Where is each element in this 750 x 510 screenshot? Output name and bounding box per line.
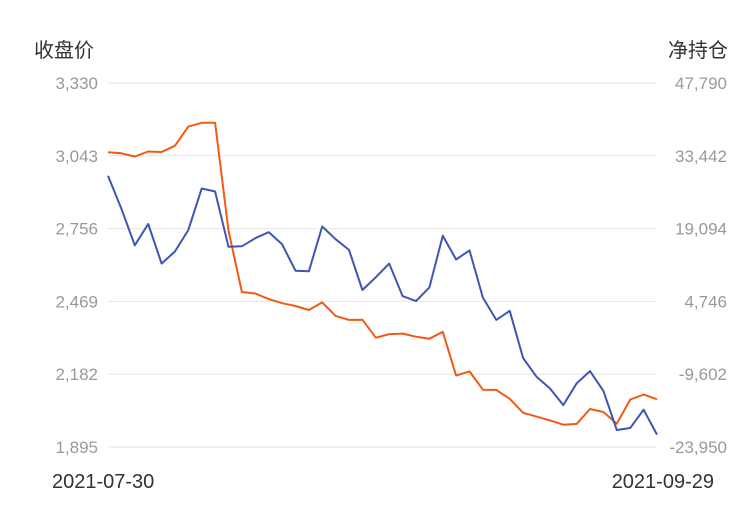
- left-tick-label: 2,469: [55, 292, 98, 311]
- right-tick-label: -9,602: [679, 365, 727, 384]
- left-tick-label: 1,895: [55, 438, 98, 457]
- left-tick-label: 2,756: [55, 220, 98, 239]
- grid-lines: [108, 82, 657, 448]
- series-line-right-axis: [107, 175, 658, 436]
- left-axis-ticks: 3,330 3,043 2,756 2,469 2,182 1,895: [55, 74, 98, 457]
- left-tick-label: 3,043: [55, 147, 98, 166]
- x-axis-end-label: 2021-09-29: [612, 471, 714, 493]
- series-line-left-axis: [107, 121, 658, 426]
- right-tick-label: 4,746: [684, 292, 727, 311]
- left-axis-title: 收盘价: [34, 39, 94, 62]
- series-lines: [107, 121, 658, 436]
- left-tick-label: 3,330: [55, 74, 98, 93]
- left-tick-label: 2,182: [55, 365, 98, 384]
- right-axis-ticks: 47,790 33,442 19,094 4,746 -9,602 -23,950: [669, 74, 727, 457]
- right-tick-label: 19,094: [675, 220, 727, 239]
- right-axis-title: 净持仓: [668, 39, 728, 62]
- right-tick-label: 33,442: [675, 147, 727, 166]
- right-tick-label: 47,790: [675, 74, 727, 93]
- x-axis-start-label: 2021-07-30: [52, 471, 154, 493]
- right-tick-label: -23,950: [669, 438, 727, 457]
